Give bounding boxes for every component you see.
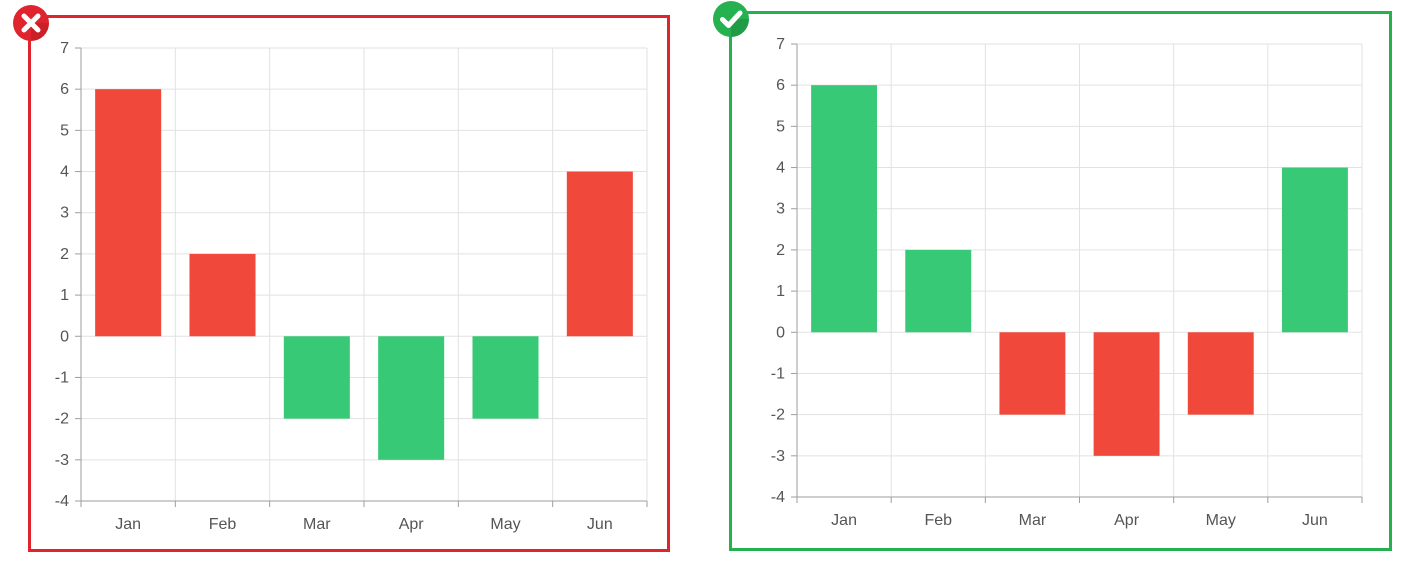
x-tick-label: Mar [303,516,331,533]
bar-feb [905,249,972,333]
y-tick-label: 2 [60,246,69,263]
x-tick-label: Jan [115,516,141,533]
bar-jun [566,171,633,337]
y-tick-label: 0 [60,328,69,345]
x-tick-label: Jun [1302,512,1328,529]
correct-example-panel [729,11,1392,551]
y-tick-label: 2 [776,242,785,259]
bar-apr [378,336,445,460]
y-tick-label: 6 [776,77,785,94]
y-tick-label: -3 [771,448,785,465]
bar-jan [811,85,878,333]
y-tick-label: -1 [55,369,69,386]
y-tick-label: 4 [776,160,785,177]
x-tick-label: Feb [209,516,237,533]
x-tick-label: Apr [399,516,425,533]
check-icon [713,1,749,37]
bar-apr [1093,332,1160,456]
x-tick-label: Jan [831,512,857,529]
y-tick-label: 6 [60,81,69,98]
y-tick-label: -1 [771,365,785,382]
x-tick-label: Feb [924,512,952,529]
y-tick-label: -2 [771,407,785,424]
incorrect-bar-chart: 7 6 5 4 3 2 1 0 -1 -2 -3 -4 Jan Feb Mar Apr May Jun [55,40,648,533]
x-tick-label: May [1206,512,1236,529]
bar-may [1187,332,1254,415]
x-tick-label: Apr [1114,512,1140,529]
y-tick-label: -4 [771,489,785,506]
y-tick-label: -2 [55,411,69,428]
y-tick-label: 7 [60,40,69,57]
y-tick-label: -3 [55,452,69,469]
y-tick-label: 4 [60,164,69,181]
bar-mar [999,332,1066,415]
bar-mar [283,336,350,419]
y-tick-label: 7 [776,36,785,53]
bar-jun [1281,167,1348,333]
y-tick-label: 0 [776,324,785,341]
bar-feb [189,253,256,337]
y-tick-label: 3 [60,205,69,222]
x-tick-label: May [490,516,520,533]
incorrect-example-panel [28,15,670,552]
correct-bar-chart: 7 6 5 4 3 2 1 0 -1 -2 -3 -4 Jan Feb Mar Apr May Jun [771,36,1363,529]
y-tick-label: 3 [776,201,785,218]
y-tick-label: 1 [776,283,785,300]
x-tick-label: Mar [1019,512,1047,529]
bar-may [472,336,539,419]
y-tick-label: 1 [60,287,69,304]
y-tick-label: -4 [55,493,69,510]
y-tick-label: 5 [776,118,785,135]
y-tick-label: 5 [60,122,69,139]
bar-jan [95,89,162,337]
cross-icon [13,5,49,41]
x-tick-label: Jun [587,516,613,533]
